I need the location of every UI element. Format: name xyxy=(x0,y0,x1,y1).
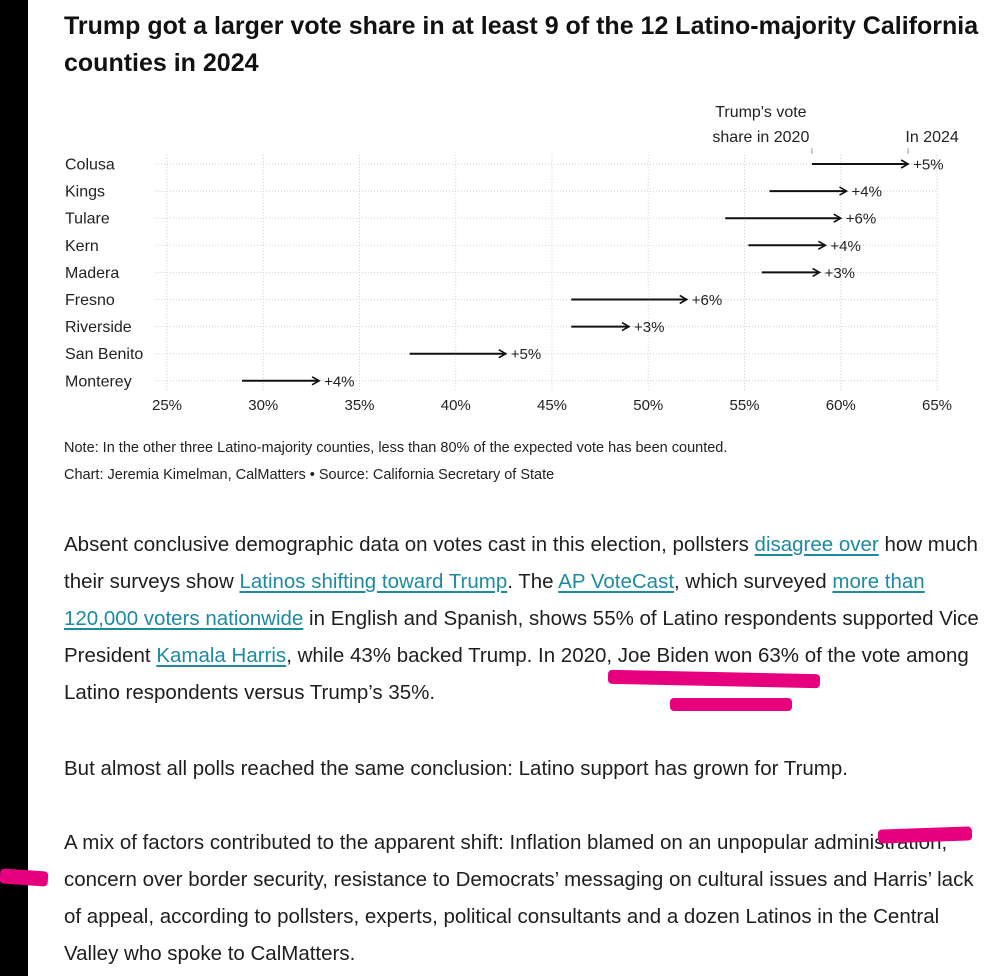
county-label: Monterey xyxy=(65,373,132,390)
change-label: +6% xyxy=(846,211,876,228)
county-label: Kern xyxy=(65,238,99,255)
chart-title: Trump got a larger vote share in at leas… xyxy=(64,12,979,77)
x-tick-label: 65% xyxy=(922,397,952,414)
highlight-mark-2 xyxy=(670,698,792,711)
x-tick-label: 60% xyxy=(826,397,856,414)
county-label: Madera xyxy=(65,265,119,282)
county-label: San Benito xyxy=(65,346,143,363)
link-kamala-harris[interactable]: Kamala Harris xyxy=(156,644,287,667)
x-tick-label: 50% xyxy=(633,397,663,414)
x-tick-label: 40% xyxy=(441,397,471,414)
article-paragraph-1: Absent conclusive demographic data on vo… xyxy=(64,526,984,711)
county-label: Fresno xyxy=(65,292,115,309)
paragraph-text: how much their surveys show xyxy=(64,533,978,593)
link-latinos-shifting-toward-trump[interactable]: Latinos shifting toward Trump xyxy=(239,570,508,593)
article-paragraph-2: But almost all polls reached the same co… xyxy=(64,757,848,780)
legend-start-label: Trump's vote xyxy=(715,104,806,121)
highlight-mark-4 xyxy=(0,868,49,887)
left-black-bar xyxy=(0,0,28,976)
x-tick-label: 25% xyxy=(152,397,182,414)
x-tick-label: 30% xyxy=(248,397,278,414)
change-label: +4% xyxy=(852,184,882,201)
legend-end-label: In 2024 xyxy=(905,129,958,146)
county-label: Tulare xyxy=(65,211,110,228)
change-label: +3% xyxy=(634,319,664,336)
change-label: +5% xyxy=(511,346,541,363)
link-disagree-over[interactable]: disagree over xyxy=(754,533,879,556)
county-label: Colusa xyxy=(65,157,115,174)
x-tick-label: 35% xyxy=(344,397,374,414)
paragraph-text: , while 43% backed Trump. In 2020, Joe B… xyxy=(64,644,969,704)
chart-credit: Chart: Jeremia Kimelman, CalMatters • So… xyxy=(64,467,555,483)
paragraph-text: in English and Spanish, shows 55% of Lat… xyxy=(64,607,979,667)
paragraph-text: Absent conclusive demographic data on vo… xyxy=(64,533,755,556)
legend-start-label: share in 2020 xyxy=(712,129,809,146)
paragraph-text: , which surveyed xyxy=(674,570,833,593)
link-more-than-120000-voters[interactable]: more than 120,000 voters nationwide xyxy=(64,570,925,630)
change-label: +4% xyxy=(324,373,354,390)
link-ap-votecast[interactable]: AP VoteCast xyxy=(558,570,675,593)
change-label: +5% xyxy=(913,157,943,174)
x-tick-label: 45% xyxy=(537,397,567,414)
county-label: Kings xyxy=(65,184,105,201)
chart: Trump's vote share in 2020 In 2024 Colusa +… xyxy=(65,104,959,414)
chart-note: Note: In the other three Latino-majority… xyxy=(64,440,728,456)
change-label: +6% xyxy=(692,292,722,309)
county-label: Riverside xyxy=(65,319,132,336)
change-label: +4% xyxy=(830,238,860,255)
paragraph-text: . The xyxy=(507,570,559,593)
x-tick-label: 55% xyxy=(729,397,759,414)
article-paragraph-3: A mix of factors contributed to the appa… xyxy=(64,831,974,965)
change-label: +3% xyxy=(825,265,855,282)
